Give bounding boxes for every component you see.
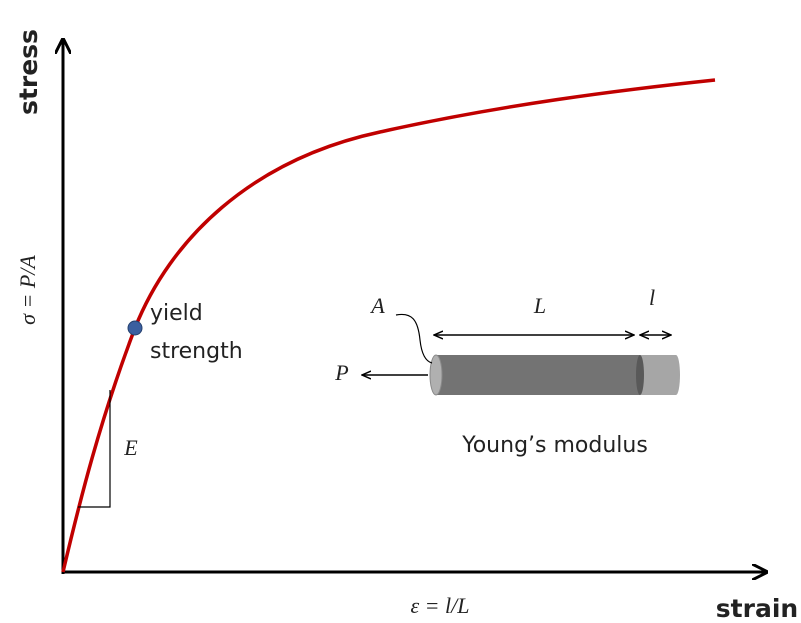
rod-end [636,355,644,395]
modulus-symbol: E [123,435,138,460]
y-formula: σ = P/A [15,255,40,325]
slope-triangle [78,390,111,508]
area-pointer [395,313,433,364]
caption: Young’s modulus [461,433,648,458]
force-label: P [334,360,348,385]
rod-face [429,354,443,396]
x-formula: ε = l/L [411,593,470,618]
extension-label: l [649,285,655,310]
stress-strain-curve [61,78,716,573]
rod [436,355,640,395]
area-label: A [369,293,385,318]
yield-point [127,320,143,336]
y-axis-label: stress [14,29,43,115]
length-label: L [533,293,546,318]
x-axis-label: strain [716,594,798,623]
yield-label: yield [150,301,203,326]
yield-label: strength [150,339,243,364]
rod-extension-end [672,355,680,395]
